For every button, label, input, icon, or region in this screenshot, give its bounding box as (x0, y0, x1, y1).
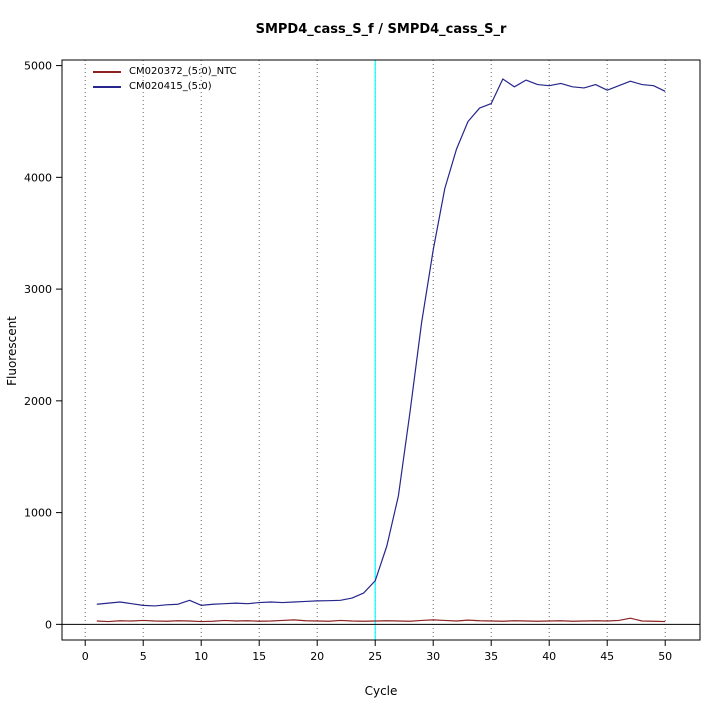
x-tick-label: 5 (140, 650, 147, 663)
x-axis-label: Cycle (364, 684, 398, 698)
x-tick-label: 15 (252, 650, 266, 663)
y-tick-label: 1000 (24, 507, 52, 520)
series-line-0 (96, 617, 666, 623)
chart-title: SMPD4_cass_S_f / SMPD4_cass_S_r (255, 22, 507, 37)
x-tick-label: 40 (542, 650, 556, 663)
y-tick-label: 2000 (24, 395, 52, 408)
y-tick-label: 3000 (24, 283, 52, 296)
x-tick-label: 25 (368, 650, 382, 663)
legend-label-sample: CM020415_(5:0) (129, 81, 212, 92)
legend-line-swatch-ntc (93, 70, 121, 73)
legend: CM020372_(5:0)_NTC CM020415_(5:0) (93, 64, 237, 94)
legend-line-swatch-sample (93, 85, 121, 88)
x-tick-label: 0 (82, 650, 89, 663)
legend-item: CM020372_(5:0)_NTC (93, 64, 237, 79)
x-tick-label: 45 (600, 650, 614, 663)
x-tick-label: 20 (310, 650, 324, 663)
series-line-1 (96, 78, 666, 607)
y-tick-label: 4000 (24, 171, 52, 184)
x-tick-label: 50 (658, 650, 672, 663)
plot-border (61, 59, 701, 641)
x-tick-label: 35 (484, 650, 498, 663)
y-tick-label: 5000 (24, 60, 52, 73)
y-tick-label: 0 (45, 618, 52, 631)
x-tick-label: 30 (426, 650, 440, 663)
legend-item: CM020415_(5:0) (93, 79, 237, 94)
x-tick-label: 10 (194, 650, 208, 663)
legend-label-ntc: CM020372_(5:0)_NTC (129, 66, 237, 77)
